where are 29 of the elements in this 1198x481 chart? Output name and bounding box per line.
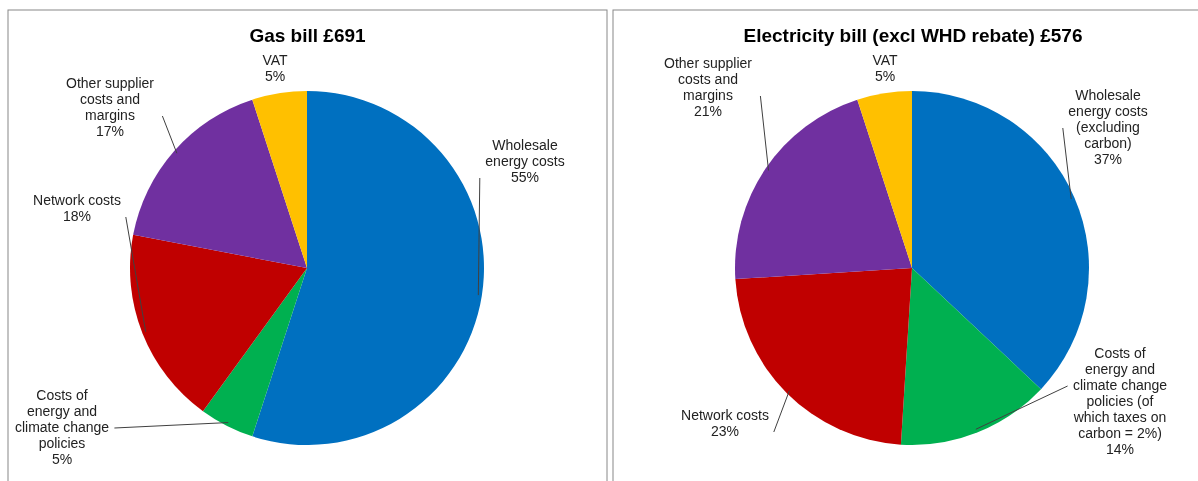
pie-slice: [857, 91, 912, 268]
slice-label: Network costs: [681, 407, 769, 423]
pie-slice: [735, 99, 912, 280]
pie-slice: [900, 268, 1042, 445]
pie-slice: [252, 91, 307, 268]
data-label: 21%: [693, 103, 723, 119]
chart-title: Electricity bill (excl WHD rebate) £576: [743, 25, 1083, 46]
pie-slice: [252, 91, 484, 445]
slice-label: Wholesale energy costs: [485, 137, 565, 169]
slice-label: VAT: [262, 52, 289, 68]
data-label: 17%: [95, 123, 125, 139]
slice-label: Other supplier costs and margins: [66, 75, 155, 123]
pie-slice: [130, 234, 307, 412]
data-label: 18%: [62, 208, 92, 224]
slice-label: Wholesale energy costs (excluding carbon): [1068, 87, 1148, 151]
slice-label: Other supplier costs and margins: [664, 55, 753, 103]
data-label: 37%: [1093, 151, 1123, 167]
slice-label: Network costs: [33, 192, 121, 208]
data-label: 5%: [264, 68, 286, 84]
slice-label: Costs of energy and climate change policies (of which taxes on carbon = 2%): [1072, 345, 1168, 441]
data-label: 55%: [510, 169, 540, 185]
data-label: 23%: [710, 423, 740, 439]
data-label: 5%: [51, 451, 73, 467]
slice-label: Costs of energy and climate change policies: [14, 387, 110, 451]
slice-label: VAT: [872, 52, 899, 68]
pie-slice: [202, 268, 307, 437]
data-label: 14%: [1105, 441, 1135, 457]
chart-title: Gas bill £691: [249, 25, 367, 46]
data-label: 5%: [874, 68, 896, 84]
